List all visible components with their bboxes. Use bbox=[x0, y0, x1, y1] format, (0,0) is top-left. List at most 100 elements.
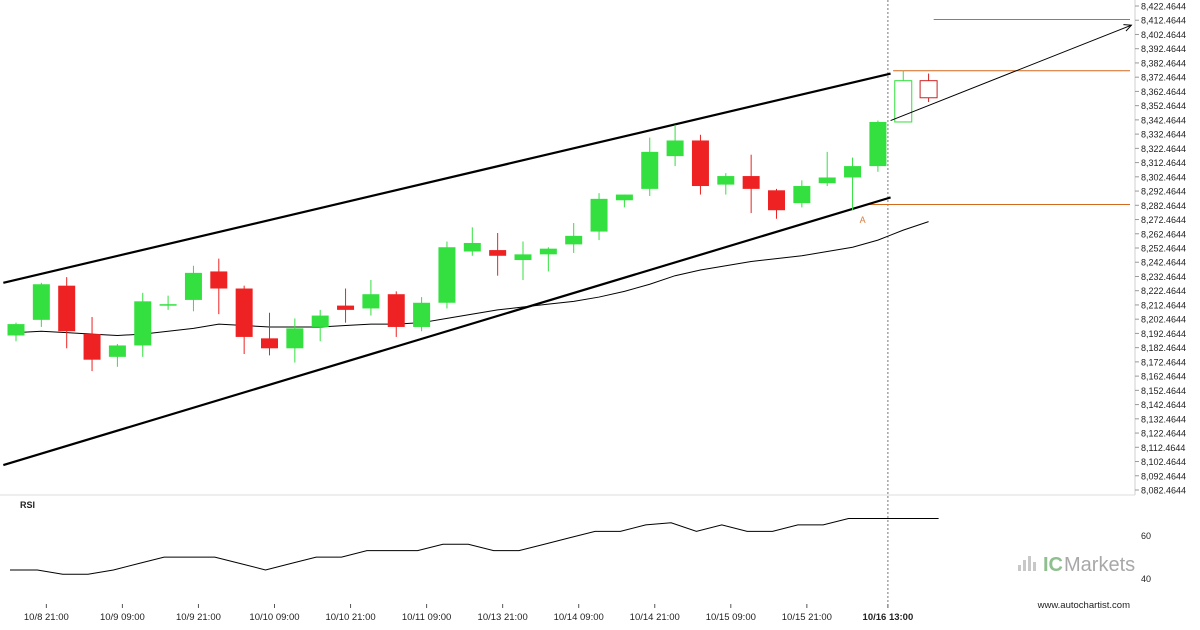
candle-body bbox=[159, 304, 177, 306]
candle-body bbox=[844, 166, 862, 178]
brand-ic: IC bbox=[1043, 554, 1063, 576]
x-tick-label: 10/16 13:00 bbox=[863, 612, 914, 623]
brand-markets: Markets bbox=[1064, 554, 1135, 576]
candle-body bbox=[286, 328, 304, 349]
x-tick-label: 10/15 21:00 bbox=[782, 612, 832, 623]
pattern-marker: A bbox=[860, 215, 866, 225]
x-axis: 10/8 21:00 10/9 09:00 10/9 21:00 10/10 09:0… bbox=[24, 604, 913, 623]
x-tick-label: 10/15 09:00 bbox=[706, 612, 756, 623]
candle-body bbox=[641, 151, 659, 189]
y-tick-label: 8,242.4644 bbox=[1141, 258, 1186, 268]
y-tick-label: 8,402.4644 bbox=[1141, 30, 1186, 40]
candle-body bbox=[311, 315, 329, 327]
x-tick-label: 10/14 21:00 bbox=[630, 612, 680, 623]
candle-body bbox=[438, 247, 456, 303]
y-tick-label: 8,352.4644 bbox=[1141, 101, 1186, 111]
y-tick-label: 8,282.4644 bbox=[1141, 201, 1186, 211]
y-tick-label: 8,202.4644 bbox=[1141, 315, 1186, 325]
forecast-line bbox=[890, 24, 1132, 122]
candle-body bbox=[58, 285, 76, 332]
y-tick-label: 8,132.4644 bbox=[1141, 414, 1186, 424]
candle-body bbox=[818, 177, 836, 184]
candle-body bbox=[362, 294, 380, 309]
candle-body bbox=[108, 345, 126, 357]
candle-body bbox=[261, 338, 278, 349]
y-tick-label: 8,392.4644 bbox=[1141, 44, 1186, 54]
candle-body bbox=[565, 235, 583, 245]
candle-body bbox=[184, 272, 202, 300]
y-tick-label: 8,322.4644 bbox=[1141, 144, 1186, 154]
y-tick-label: 8,262.4644 bbox=[1141, 229, 1186, 239]
forecast-arrow bbox=[890, 24, 1133, 122]
candle-body bbox=[337, 305, 355, 310]
horizontal-levels bbox=[867, 18, 1130, 206]
y-tick-label: 8,162.4644 bbox=[1141, 372, 1186, 382]
candle-body bbox=[413, 302, 431, 327]
candle-body bbox=[514, 254, 532, 261]
y-tick-label: 8,302.4644 bbox=[1141, 172, 1186, 182]
candle-body bbox=[463, 242, 481, 252]
x-tick-label: 10/13 21:00 bbox=[478, 612, 528, 623]
candle-body bbox=[768, 190, 785, 211]
candle-body bbox=[590, 198, 608, 232]
trend-channel bbox=[3, 72, 891, 467]
brand-logo-icon bbox=[1018, 556, 1036, 571]
y-tick-label: 8,122.4644 bbox=[1141, 429, 1186, 439]
x-tick-label: 10/11 09:00 bbox=[402, 612, 451, 623]
rsi-panel: RSI 60 40 bbox=[0, 494, 1151, 584]
x-tick-label: 10/9 21:00 bbox=[176, 612, 221, 623]
footer-url: www.autochartist.com bbox=[1037, 600, 1130, 611]
y-tick-label: 8,082.4644 bbox=[1141, 486, 1186, 496]
candle-body bbox=[894, 80, 913, 123]
candle-body bbox=[869, 121, 887, 167]
candle-body bbox=[793, 186, 811, 204]
x-tick-label: 10/9 09:00 bbox=[100, 612, 145, 623]
candles bbox=[7, 70, 938, 372]
y-tick-label: 8,362.4644 bbox=[1141, 87, 1186, 97]
candle-body bbox=[210, 271, 228, 289]
y-tick-label: 8,292.4644 bbox=[1141, 187, 1186, 197]
y-tick-label: 8,192.4644 bbox=[1141, 329, 1186, 339]
x-tick-label: 10/8 21:00 bbox=[24, 612, 69, 623]
channel-lower-line bbox=[3, 196, 891, 467]
candle-body bbox=[489, 250, 507, 256]
rsi-tick-label: 40 bbox=[1141, 574, 1151, 584]
y-tick-label: 8,252.4644 bbox=[1141, 244, 1186, 254]
rsi-label: RSI bbox=[20, 500, 35, 510]
candle-body bbox=[83, 334, 101, 360]
candle-body bbox=[919, 80, 938, 99]
y-tick-label: 8,422.4644 bbox=[1141, 2, 1186, 12]
y-tick-label: 8,172.4644 bbox=[1141, 357, 1186, 367]
arrow-head-icon bbox=[1123, 24, 1133, 32]
brand-bar bbox=[1018, 565, 1021, 571]
candle-body bbox=[666, 140, 684, 157]
y-tick-label: 8,372.4644 bbox=[1141, 73, 1186, 83]
y-tick-label: 8,092.4644 bbox=[1141, 471, 1186, 481]
y-tick-label: 8,342.4644 bbox=[1141, 115, 1186, 125]
candle-body bbox=[7, 324, 25, 336]
y-tick-label: 8,412.4644 bbox=[1141, 16, 1186, 26]
candle-body bbox=[235, 288, 253, 337]
candle-body bbox=[691, 140, 709, 187]
brand-bar bbox=[1028, 556, 1031, 571]
y-tick-label: 8,182.4644 bbox=[1141, 343, 1186, 353]
y-tick-label: 8,382.4644 bbox=[1141, 58, 1186, 68]
y-tick-label: 8,232.4644 bbox=[1141, 272, 1186, 282]
candle-body bbox=[32, 284, 50, 320]
candle-body bbox=[387, 294, 405, 327]
y-tick-label: 8,112.4644 bbox=[1141, 443, 1185, 453]
rsi-line bbox=[10, 517, 939, 575]
y-tick-label: 8,332.4644 bbox=[1141, 130, 1186, 140]
candle-body bbox=[539, 248, 557, 255]
y-tick-label: 8,312.4644 bbox=[1141, 158, 1186, 168]
y-tick-label: 8,222.4644 bbox=[1141, 286, 1186, 296]
moving-average bbox=[15, 221, 929, 336]
y-tick-label: 8,102.4644 bbox=[1141, 457, 1186, 467]
candle-body bbox=[717, 176, 735, 185]
x-tick-label: 10/14 09:00 bbox=[554, 612, 604, 623]
y-tick-label: 8,212.4644 bbox=[1141, 300, 1186, 310]
candle-body bbox=[742, 176, 760, 189]
pattern-marker-label: A bbox=[860, 215, 866, 225]
watermark: IC Markets bbox=[1018, 554, 1135, 576]
